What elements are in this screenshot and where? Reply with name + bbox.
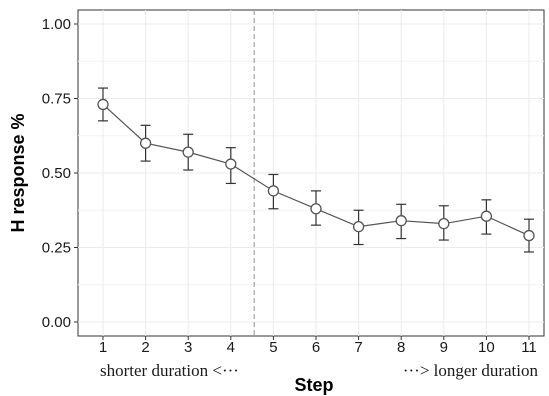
y-tick-label: 0.50 — [42, 165, 71, 182]
annotation-shorter-duration: shorter duration <··· — [100, 361, 239, 380]
y-tick-label: 1.00 — [42, 16, 71, 33]
data-point — [310, 203, 322, 215]
data-point — [438, 218, 450, 230]
x-tick-label: 8 — [397, 339, 405, 356]
x-tick-label: 9 — [440, 339, 448, 356]
x-tick-label: 11 — [521, 339, 537, 356]
x-tick-label: 4 — [227, 339, 235, 356]
grid — [78, 10, 544, 336]
data-point — [182, 146, 194, 158]
x-axis-label: Step — [294, 375, 333, 395]
x-tick-label: 6 — [312, 339, 320, 356]
data-point — [480, 210, 493, 222]
x-tick-label: 5 — [269, 339, 277, 356]
data-point — [139, 137, 152, 149]
x-tick-label: 1 — [99, 339, 107, 356]
y-tick-label: 0.75 — [42, 91, 71, 108]
data-point — [225, 158, 237, 170]
data-point — [267, 185, 280, 197]
data-point — [395, 215, 407, 227]
x-tick-label: 10 — [478, 339, 495, 356]
data-point — [97, 98, 109, 111]
data-point — [352, 220, 365, 233]
data-point — [523, 229, 535, 242]
x-tick-label: 2 — [141, 339, 149, 356]
y-tick-label: 0.00 — [42, 314, 71, 331]
y-axis-label: H response % — [8, 113, 28, 232]
annotation-longer-duration: ···> longer duration — [403, 361, 539, 380]
axes: 0.00 0.25 0.50 0.75 1.00 1 2 3 4 5 6 7 8 9 10 11 — [42, 16, 537, 356]
y-tick-label: 0.25 — [42, 240, 71, 257]
data-points — [97, 98, 535, 242]
x-tick-label: 3 — [184, 339, 192, 356]
x-tick-label: 7 — [354, 339, 362, 356]
